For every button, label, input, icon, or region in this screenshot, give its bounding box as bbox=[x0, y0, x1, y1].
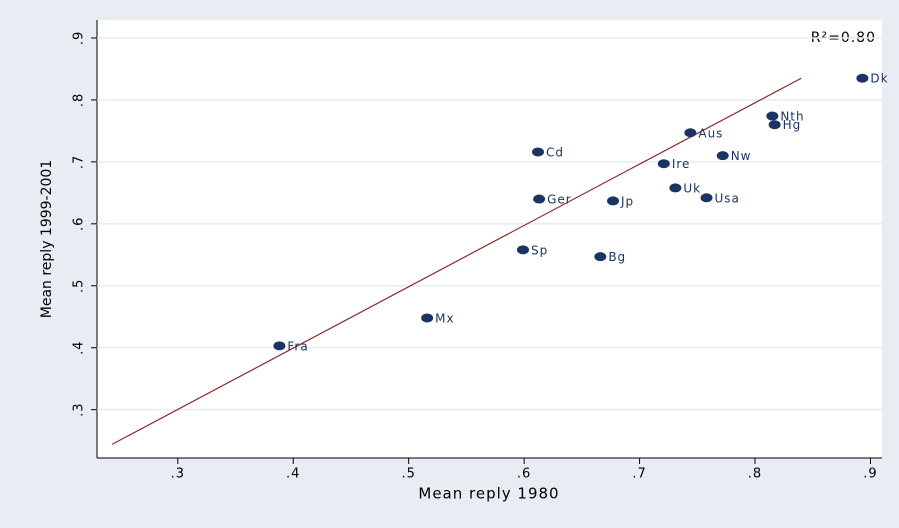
point bbox=[607, 196, 620, 206]
y-tick-label: .6 bbox=[72, 217, 87, 231]
point bbox=[273, 341, 286, 351]
plot-area bbox=[97, 20, 882, 458]
point-label: Mx bbox=[435, 311, 454, 325]
y-tick-label: .9 bbox=[72, 31, 87, 45]
y-tick-label: .7 bbox=[72, 155, 87, 169]
point bbox=[669, 183, 682, 193]
point-label: Ger bbox=[547, 193, 572, 207]
fit-line bbox=[111, 77, 802, 445]
point bbox=[766, 111, 779, 121]
y-tick-label: .3 bbox=[72, 402, 87, 416]
point bbox=[594, 252, 607, 262]
point bbox=[856, 73, 869, 83]
point bbox=[533, 194, 546, 204]
point bbox=[531, 147, 544, 157]
point-label: Hg bbox=[783, 118, 802, 132]
point-label: Aus bbox=[698, 126, 723, 140]
y-tick-label: .5 bbox=[72, 279, 87, 293]
point bbox=[421, 313, 434, 323]
point-label: Nw bbox=[731, 149, 752, 163]
x-axis-title: Mean reply 1980 bbox=[418, 485, 559, 503]
point-label: Nth bbox=[780, 110, 804, 124]
point-label: Usa bbox=[715, 191, 740, 205]
x-tick-label: .3 bbox=[171, 467, 185, 482]
point bbox=[700, 193, 713, 203]
y-axis-title: Mean reply 1999-2001 bbox=[39, 160, 55, 318]
point-label: Bg bbox=[608, 250, 626, 264]
x-tick-label: .5 bbox=[401, 467, 415, 482]
y-tick-label: .4 bbox=[72, 341, 87, 355]
y-tick-label: .8 bbox=[72, 93, 87, 107]
point-label: Ire bbox=[672, 157, 691, 171]
point-label: Fra bbox=[287, 339, 308, 353]
point-label: Cd bbox=[546, 145, 564, 159]
point-label: Uk bbox=[683, 181, 701, 195]
point bbox=[657, 159, 670, 169]
point bbox=[716, 151, 729, 161]
point bbox=[516, 245, 529, 255]
point-label: Jp bbox=[620, 194, 634, 208]
x-tick-label: .8 bbox=[748, 467, 762, 482]
point-label: Sp bbox=[531, 243, 548, 257]
x-tick-label: .9 bbox=[863, 467, 877, 482]
x-tick-label: .7 bbox=[632, 467, 646, 482]
point bbox=[684, 128, 697, 138]
x-tick-label: .4 bbox=[286, 467, 300, 482]
x-tick-label: .6 bbox=[517, 467, 531, 482]
point bbox=[768, 120, 781, 130]
point-label: Dk bbox=[870, 72, 888, 86]
